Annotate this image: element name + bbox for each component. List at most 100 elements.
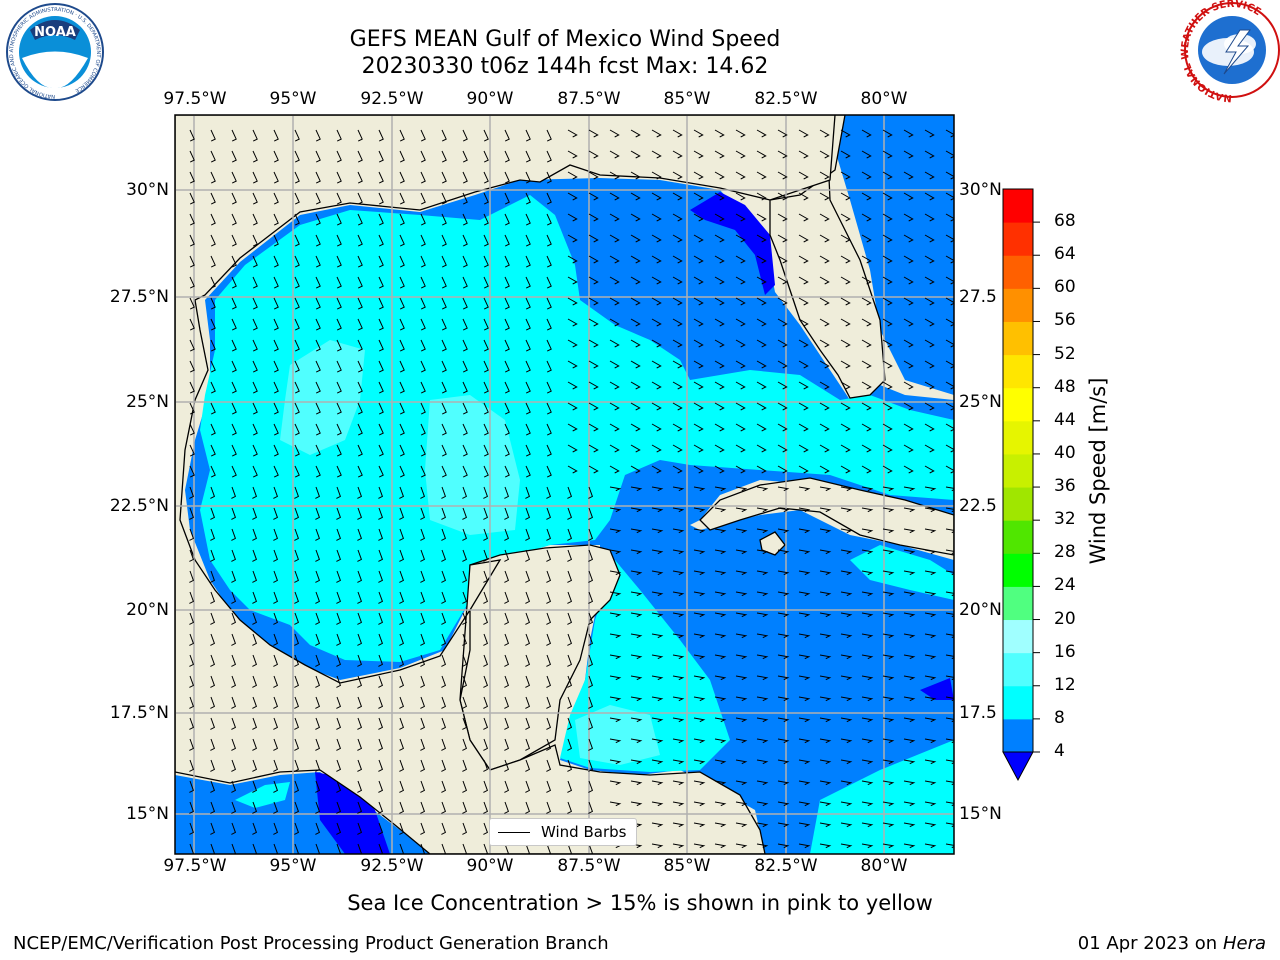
- wind-barb: [819, 234, 830, 243]
- wind-barb: [210, 486, 216, 499]
- wind-barb: [315, 276, 321, 289]
- wind-barb: [840, 465, 851, 474]
- wind-barb: [525, 633, 531, 646]
- wind-barb: [714, 276, 725, 285]
- wind-barb: [735, 759, 748, 765]
- wind-barb: [714, 843, 727, 849]
- wind-barb: [567, 150, 578, 159]
- colorbar-tick-label: 4: [1054, 741, 1065, 761]
- wind-barb: [861, 780, 874, 786]
- wind-barb: [651, 234, 662, 243]
- wind-barb: [756, 150, 767, 159]
- wind-barb: [441, 171, 447, 184]
- wind-barb: [651, 591, 664, 597]
- wind-barb: [525, 297, 531, 310]
- wind-barb: [777, 717, 790, 723]
- wind-barb: [924, 318, 935, 327]
- wind-barb: [588, 255, 599, 264]
- wind-barb: [924, 717, 937, 723]
- wind-barb: [861, 822, 874, 828]
- wind-barb: [903, 171, 914, 180]
- wind-barb: [840, 801, 853, 807]
- wind-barb: [294, 255, 300, 268]
- colorbar-tick-label: 28: [1054, 542, 1076, 563]
- wind-barb: [462, 780, 468, 793]
- wind-barb: [567, 486, 573, 499]
- wind-barb: [714, 234, 725, 243]
- wind-barb: [945, 528, 954, 534]
- wind-barb: [189, 255, 195, 268]
- wind-barb: [861, 801, 874, 807]
- wind-barb: [336, 465, 342, 478]
- wind-barb: [588, 150, 599, 159]
- wind-barb: [420, 801, 426, 814]
- wind-barb: [693, 759, 706, 765]
- wind-barb: [546, 717, 552, 730]
- wind-barb: [399, 360, 405, 373]
- wind-barb: [441, 528, 447, 541]
- wind-barb: [504, 297, 510, 310]
- wind-barb: [399, 591, 405, 604]
- wind-barb: [525, 528, 531, 541]
- wind-barb: [861, 570, 874, 576]
- wind-barb: [210, 759, 216, 772]
- colorbar-segment: [1003, 420, 1033, 455]
- wind-barb: [945, 486, 954, 492]
- wind-barb: [273, 612, 279, 625]
- wind-barb: [798, 297, 809, 306]
- wind-barb: [735, 612, 748, 618]
- wind-barb: [798, 486, 811, 492]
- svg-text:NOAA: NOAA: [34, 25, 76, 40]
- wind-barb: [231, 738, 237, 751]
- wind-barb: [378, 633, 384, 646]
- wind-barb: [357, 717, 363, 730]
- wind-barb: [672, 822, 685, 828]
- wind-barb: [546, 444, 552, 457]
- wind-barb: [210, 465, 216, 478]
- wind-barb: [336, 591, 342, 604]
- wind-barb: [189, 423, 195, 436]
- wind-barb: [924, 549, 937, 555]
- wind-barb: [945, 444, 954, 453]
- wind-barb: [693, 276, 704, 285]
- wind-barb: [294, 507, 300, 520]
- wind-barb: [588, 717, 594, 730]
- wind-barb: [924, 570, 937, 576]
- wind-barb: [903, 570, 916, 576]
- wind-barb: [924, 423, 935, 432]
- lat-label-right: 20°N: [959, 600, 1002, 620]
- wind-barb: [189, 528, 195, 541]
- wind-barb: [567, 444, 578, 453]
- wind-barb: [357, 486, 363, 499]
- wind-barb: [546, 507, 552, 520]
- wind-barb: [420, 675, 426, 688]
- wind-barb: [483, 570, 489, 583]
- wind-barb: [819, 633, 832, 639]
- wind-barb: [630, 759, 643, 765]
- wind-barb: [588, 402, 599, 411]
- lat-label-left: 25°N: [126, 392, 169, 412]
- wind-barb: [861, 213, 872, 222]
- wind-barb: [483, 402, 489, 415]
- wind-barb: [315, 360, 321, 373]
- wind-barb: [336, 255, 342, 268]
- wind-barb: [672, 486, 685, 492]
- wind-barb: [273, 738, 279, 751]
- wind-barb: [441, 486, 447, 499]
- wind-barb: [525, 213, 531, 226]
- wind-barb: [420, 507, 426, 520]
- footer-machine: Hera: [1222, 933, 1266, 954]
- wind-barb: [630, 549, 643, 555]
- wind-barb: [189, 612, 195, 625]
- wind-barb: [336, 339, 342, 352]
- wind-barb: [378, 696, 384, 709]
- wind-barb: [735, 507, 748, 513]
- wind-barb: [336, 486, 342, 499]
- wind-barb: [651, 675, 664, 681]
- wind-barb: [630, 318, 641, 327]
- wind-barb: [504, 507, 510, 520]
- wind-barb: [567, 528, 573, 541]
- wind-barb: [924, 507, 937, 513]
- wind-barb: [504, 381, 510, 394]
- wind-barb: [651, 318, 662, 327]
